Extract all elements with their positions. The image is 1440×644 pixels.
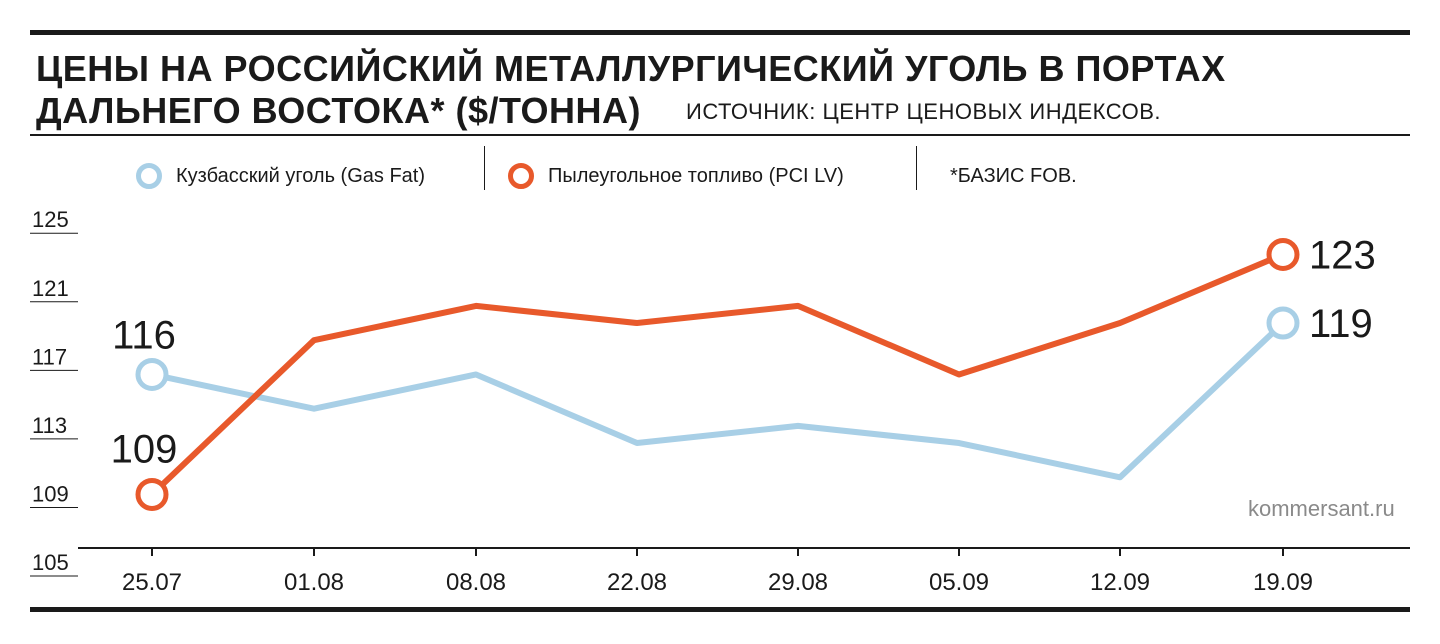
title-line-1: ЦЕНЫ НА РОССИЙСКИЙ МЕТАЛЛУРГИЧЕСКИЙ УГОЛ… bbox=[36, 48, 1226, 89]
legend-separator bbox=[484, 146, 485, 190]
x-tick-label: 19.09 bbox=[1253, 569, 1313, 596]
legend-separator bbox=[916, 146, 917, 190]
x-tick-label: 05.09 bbox=[929, 569, 989, 596]
header-rule bbox=[30, 134, 1410, 136]
x-tick-label: 29.08 bbox=[768, 569, 828, 596]
legend-label-pci-lv: Пылеугольное топливо (PCI LV) bbox=[548, 164, 844, 187]
source-note: ИСТОЧНИК: ЦЕНТР ЦЕНОВЫХ ИНДЕКСОВ. bbox=[686, 99, 1162, 124]
footnote: *БАЗИС FOB. bbox=[950, 152, 1077, 200]
y-tick-label: 125 bbox=[32, 207, 69, 232]
x-tick-label: 01.08 bbox=[284, 569, 344, 596]
x-tick-label: 22.08 bbox=[607, 569, 667, 596]
y-tick-label: 117 bbox=[32, 344, 67, 369]
legend-marker-pci-lv bbox=[508, 163, 534, 189]
series-endpoint-pci-lv bbox=[135, 477, 169, 511]
series-line-pci-lv bbox=[149, 251, 1285, 497]
y-tick-label: 113 bbox=[32, 413, 67, 438]
credit-text: kommersant.ru bbox=[1248, 496, 1395, 521]
top-rule bbox=[30, 30, 1410, 35]
legend-label-gas-fat: Кузбасский уголь (Gas Fat) bbox=[176, 164, 426, 187]
y-tick-label: 109 bbox=[32, 481, 69, 506]
footnote-text: *БАЗИС FOB. bbox=[950, 164, 1077, 187]
legend-marker-gas-fat bbox=[136, 163, 162, 189]
x-tick-label: 12.09 bbox=[1090, 569, 1150, 596]
x-tick-label: 25.07 bbox=[122, 569, 182, 596]
series-line-gas-fat bbox=[151, 320, 1286, 481]
series-endpoint-pci-lv bbox=[1266, 237, 1300, 271]
x-tick-label: 08.08 bbox=[446, 569, 506, 596]
bottom-rule bbox=[30, 607, 1410, 612]
legend-item-pci-lv: Пылеугольное топливо (PCI LV) bbox=[508, 152, 844, 200]
y-tick-label: 105 bbox=[32, 550, 69, 575]
y-tick-label: 121 bbox=[32, 276, 69, 301]
data-label-pci-lv-end: 123 bbox=[1309, 233, 1376, 277]
chart-title: ЦЕНЫ НА РОССИЙСКИЙ МЕТАЛЛУРГИЧЕСКИЙ УГОЛ… bbox=[36, 48, 1226, 132]
data-label-gas-fat-start: 116 bbox=[112, 313, 176, 357]
series-endpoint-gas-fat bbox=[135, 357, 169, 391]
legend-item-gas-fat: Кузбасский уголь (Gas Fat) bbox=[136, 152, 425, 200]
data-label-gas-fat-end: 119 bbox=[1309, 302, 1373, 346]
series-endpoint-gas-fat bbox=[1266, 306, 1300, 340]
title-line-2: ДАЛЬНЕГО ВОСТОКА* ($/ТОННА) bbox=[36, 90, 642, 131]
data-label-pci-lv-start: 109 bbox=[111, 427, 178, 471]
